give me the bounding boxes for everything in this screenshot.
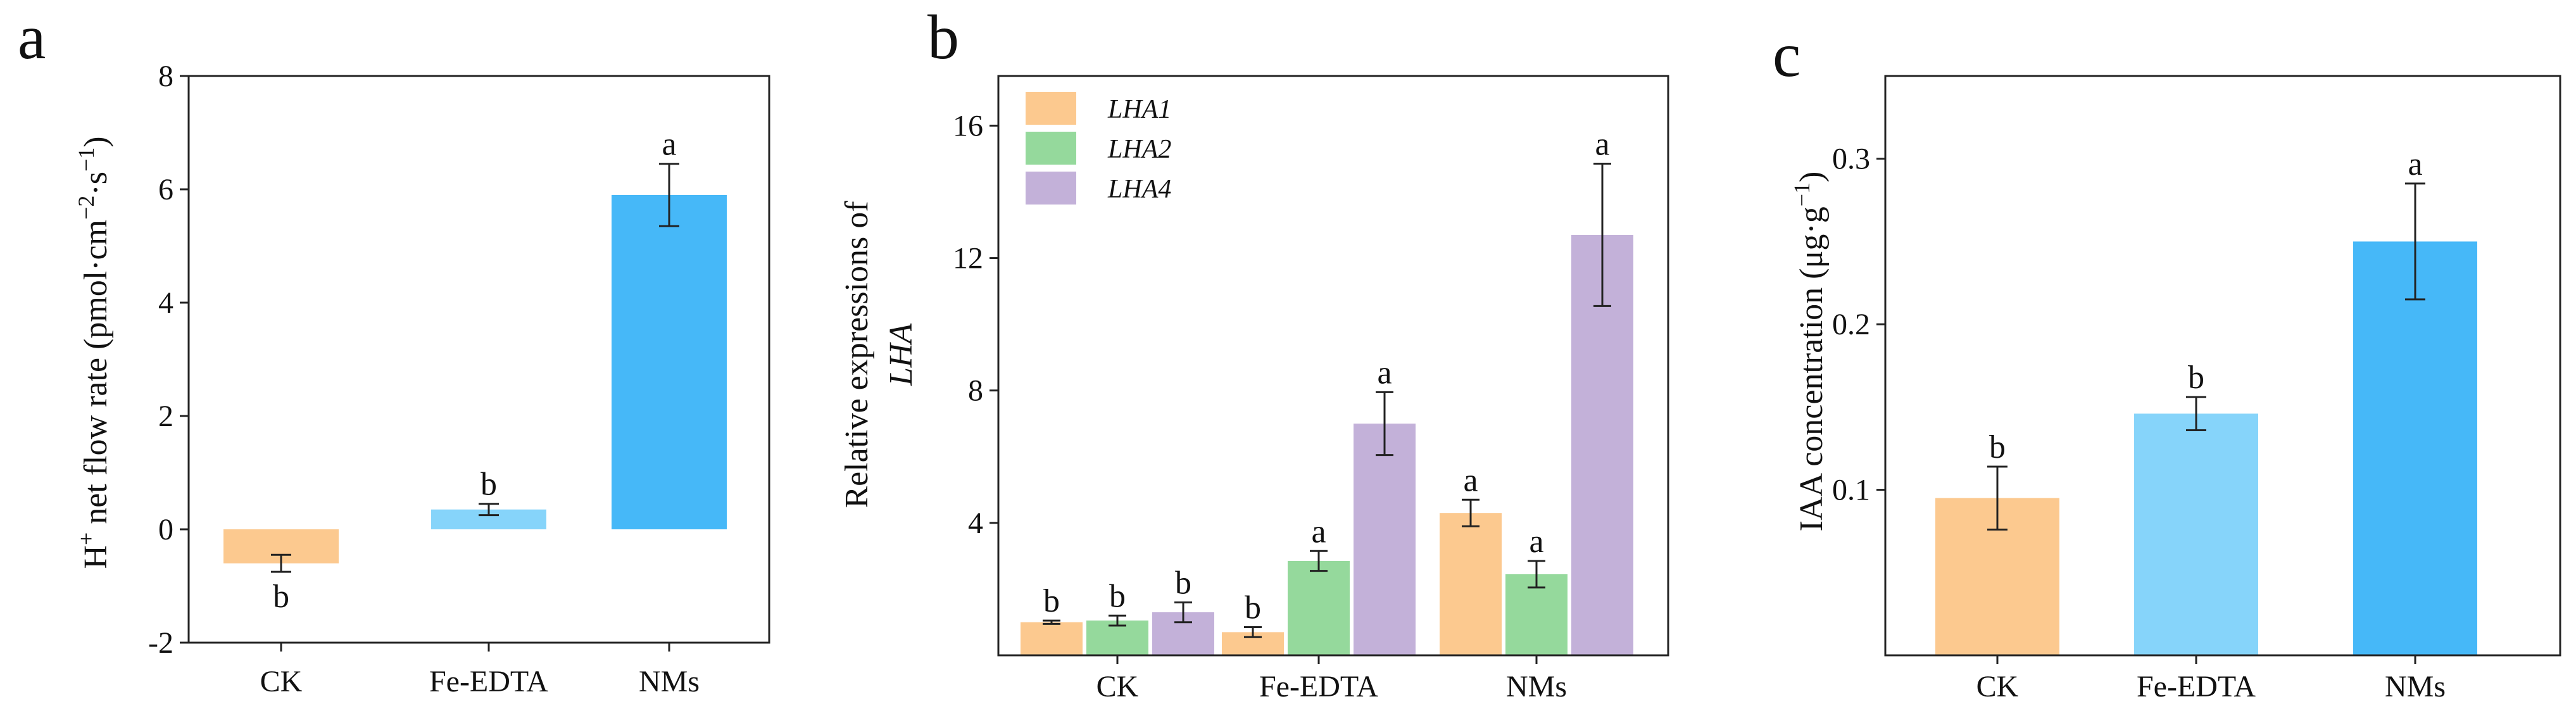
panel-c-y-axis-title: IAA concentration (μg·g−1) (1789, 172, 1830, 532)
x-tick-label: CK (1976, 670, 2019, 703)
y-tick-label: 8 (158, 60, 173, 93)
panel-c-bars: b b a (1935, 146, 2477, 655)
x-tick-label: CK (1096, 670, 1139, 703)
panel-b-y-axis-title-line1: Relative expressions of (839, 201, 875, 508)
panel-a-y-axis-title: H+ net flow rate (pmol·cm−2·s−1) (73, 136, 114, 569)
panel-b-legend: LHA1 LHA2 LHA4 (1026, 92, 1171, 205)
panel-a-x-labels: CK Fe-EDTA NMs (260, 643, 700, 698)
bar-lha1 (1440, 513, 1502, 655)
x-tick-label: NMs (2385, 670, 2446, 703)
bar (612, 194, 727, 529)
y-tick-label: 8 (968, 374, 983, 408)
legend-swatch (1026, 132, 1076, 165)
panel-b-letter: b (927, 2, 959, 72)
panel-a-h-flux-chart: a H+ net flow rate (pmol·cm−2·s−1) -2 0 2 4… (18, 2, 770, 698)
x-tick-label: Fe-EDTA (429, 665, 548, 698)
panel-c-y-ticks: 0.1 0.2 0.3 (1832, 142, 1885, 507)
legend-swatch (1026, 172, 1076, 205)
panel-b-bars: b b b b a a a a a (1021, 127, 1633, 655)
panel-c-iaa-chart: c IAA concentration (μg·g−1) 0.1 0.2 0.3 b… (1773, 20, 2561, 703)
panel-b-y-ticks: 4 8 12 16 (953, 109, 998, 540)
panel-a-bars: b b a (223, 127, 727, 615)
y-tick-label: 16 (953, 109, 983, 142)
legend-label: LHA1 (1107, 95, 1171, 124)
significance-letter: a (1311, 513, 1326, 550)
y-tick-label: -2 (148, 626, 173, 660)
panel-b-plot-frame (997, 75, 1669, 657)
panel-c-plot-frame (1884, 75, 2561, 657)
y-tick-label: 0 (158, 513, 173, 546)
significance-letter: b (1043, 583, 1060, 619)
bar-lha2 (1288, 560, 1350, 655)
significance-letter: a (1529, 524, 1543, 560)
significance-letter: a (1377, 355, 1392, 391)
x-tick-label: Fe-EDTA (2137, 670, 2256, 703)
y-tick-label: 4 (158, 286, 173, 320)
bar-lha1 (1021, 622, 1083, 655)
significance-letter: b (1109, 578, 1126, 614)
y-tick-label: 12 (953, 242, 983, 275)
legend-label: LHA4 (1107, 175, 1171, 204)
panel-a-plot-frame (187, 75, 770, 644)
significance-letter: a (2408, 146, 2422, 182)
significance-letter: a (1595, 127, 1609, 163)
y-tick-label: 0.1 (1832, 474, 1870, 507)
y-tick-label: 4 (968, 507, 983, 540)
legend-swatch (1026, 92, 1076, 125)
panel-c-letter: c (1773, 20, 1800, 90)
bar (2353, 241, 2477, 655)
significance-letter: a (1463, 462, 1478, 498)
x-tick-label: Fe-EDTA (1259, 670, 1378, 703)
bar-lha4 (1354, 424, 1416, 655)
significance-letter: a (662, 127, 676, 163)
significance-letter: b (1175, 565, 1191, 601)
y-tick-label: 2 (158, 400, 173, 433)
panel-a-y-ticks: -2 0 2 4 6 8 (148, 60, 189, 660)
x-tick-label: NMs (1506, 670, 1567, 703)
legend-label: LHA2 (1107, 135, 1171, 164)
significance-letter: b (2188, 360, 2204, 396)
panel-b-y-axis-title-line2: LHA (883, 324, 919, 386)
y-tick-label: 6 (158, 173, 173, 206)
significance-letter: b (481, 467, 497, 503)
x-tick-label: CK (260, 665, 303, 698)
panel-c-x-labels: CK Fe-EDTA NMs (1976, 655, 2446, 703)
significance-letter: b (1245, 590, 1261, 626)
x-tick-label: NMs (639, 665, 700, 698)
significance-letter: b (1989, 429, 2006, 465)
y-tick-label: 0.3 (1832, 142, 1870, 176)
y-tick-label: 0.2 (1832, 308, 1870, 341)
bar (2134, 413, 2258, 655)
panel-a-letter: a (18, 2, 46, 72)
significance-letter: b (273, 579, 289, 615)
panel-b-x-labels: CK Fe-EDTA NMs (1096, 655, 1567, 703)
